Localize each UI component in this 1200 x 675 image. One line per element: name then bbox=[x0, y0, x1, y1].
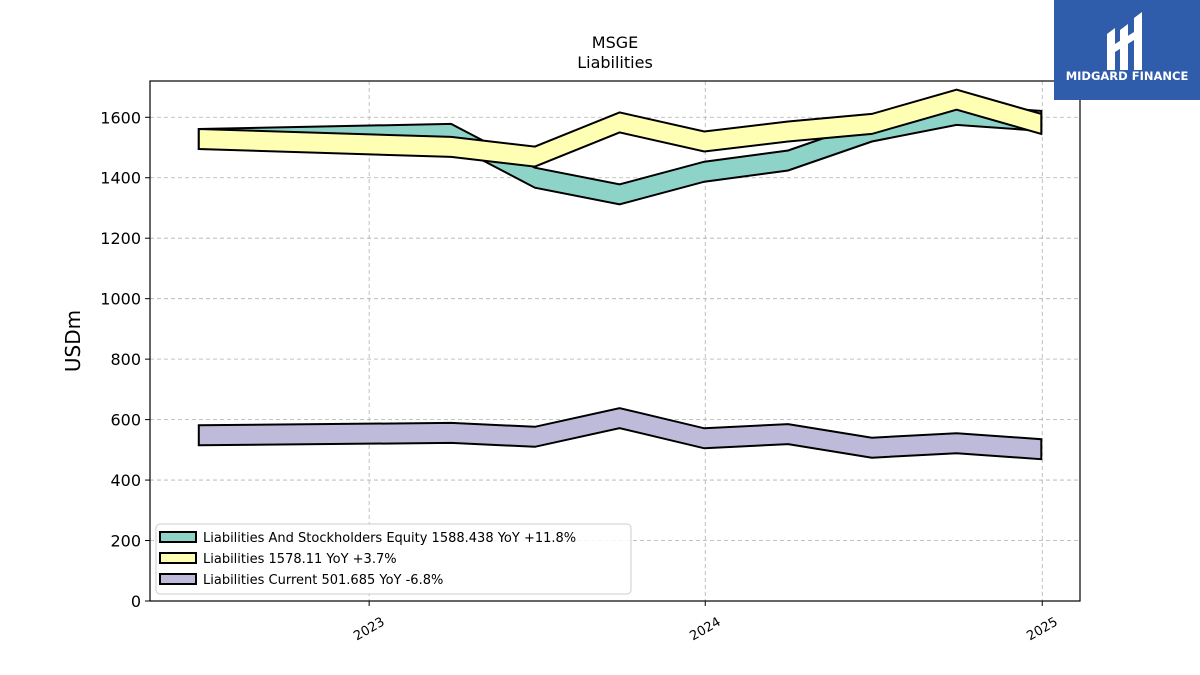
y-tick-label: 1400 bbox=[100, 169, 141, 188]
y-tick-label: 600 bbox=[110, 411, 141, 430]
y-tick-label: 1200 bbox=[100, 229, 141, 248]
plot-frame bbox=[149, 80, 1081, 602]
legend-label: Liabilities Current 501.685 YoY -6.8% bbox=[203, 573, 443, 588]
y-tick-label: 0 bbox=[131, 592, 141, 611]
y-axis-label: USDm bbox=[61, 310, 85, 372]
legend-box bbox=[155, 523, 632, 595]
x-tick-label: 2025 bbox=[1024, 615, 1060, 645]
grid-lines bbox=[150, 81, 1080, 601]
series-layer bbox=[197, 88, 1043, 461]
y-axis: 0 200 400 600 800 1000 1200 1400 1600 bbox=[100, 108, 150, 611]
x-tick-label: 2024 bbox=[687, 615, 723, 645]
logo-svg: MIDGARD FINANCE bbox=[1054, 0, 1200, 100]
series-1 bbox=[197, 88, 1043, 168]
chart-title: MSGE bbox=[592, 33, 638, 52]
midgard-logo-icon bbox=[1107, 12, 1142, 70]
chart-subtitle: Liabilities bbox=[577, 53, 653, 72]
legend-label: Liabilities And Stockholders Equity 1588… bbox=[203, 531, 576, 546]
legend: Liabilities And Stockholders Equity 1588… bbox=[155, 523, 632, 595]
legend-swatch bbox=[159, 573, 197, 585]
legend-swatch bbox=[159, 531, 197, 543]
y-tick-label: 400 bbox=[110, 471, 141, 490]
midgard-finance-logo: MIDGARD FINANCE bbox=[1054, 0, 1200, 100]
x-tick-label: 2023 bbox=[351, 615, 387, 645]
x-axis: 2023 2024 2025 bbox=[351, 601, 1061, 645]
y-tick-label: 800 bbox=[110, 350, 141, 369]
y-tick-label: 1000 bbox=[100, 290, 141, 309]
series-2 bbox=[197, 407, 1043, 461]
legend-label: Liabilities 1578.11 YoY +3.7% bbox=[203, 552, 397, 567]
legend-swatch bbox=[159, 552, 197, 564]
series-band bbox=[197, 88, 1043, 168]
y-tick-label: 1600 bbox=[100, 108, 141, 127]
series-band bbox=[197, 407, 1043, 461]
logo-text: MIDGARD FINANCE bbox=[1066, 69, 1189, 83]
y-tick-label: 200 bbox=[110, 532, 141, 551]
